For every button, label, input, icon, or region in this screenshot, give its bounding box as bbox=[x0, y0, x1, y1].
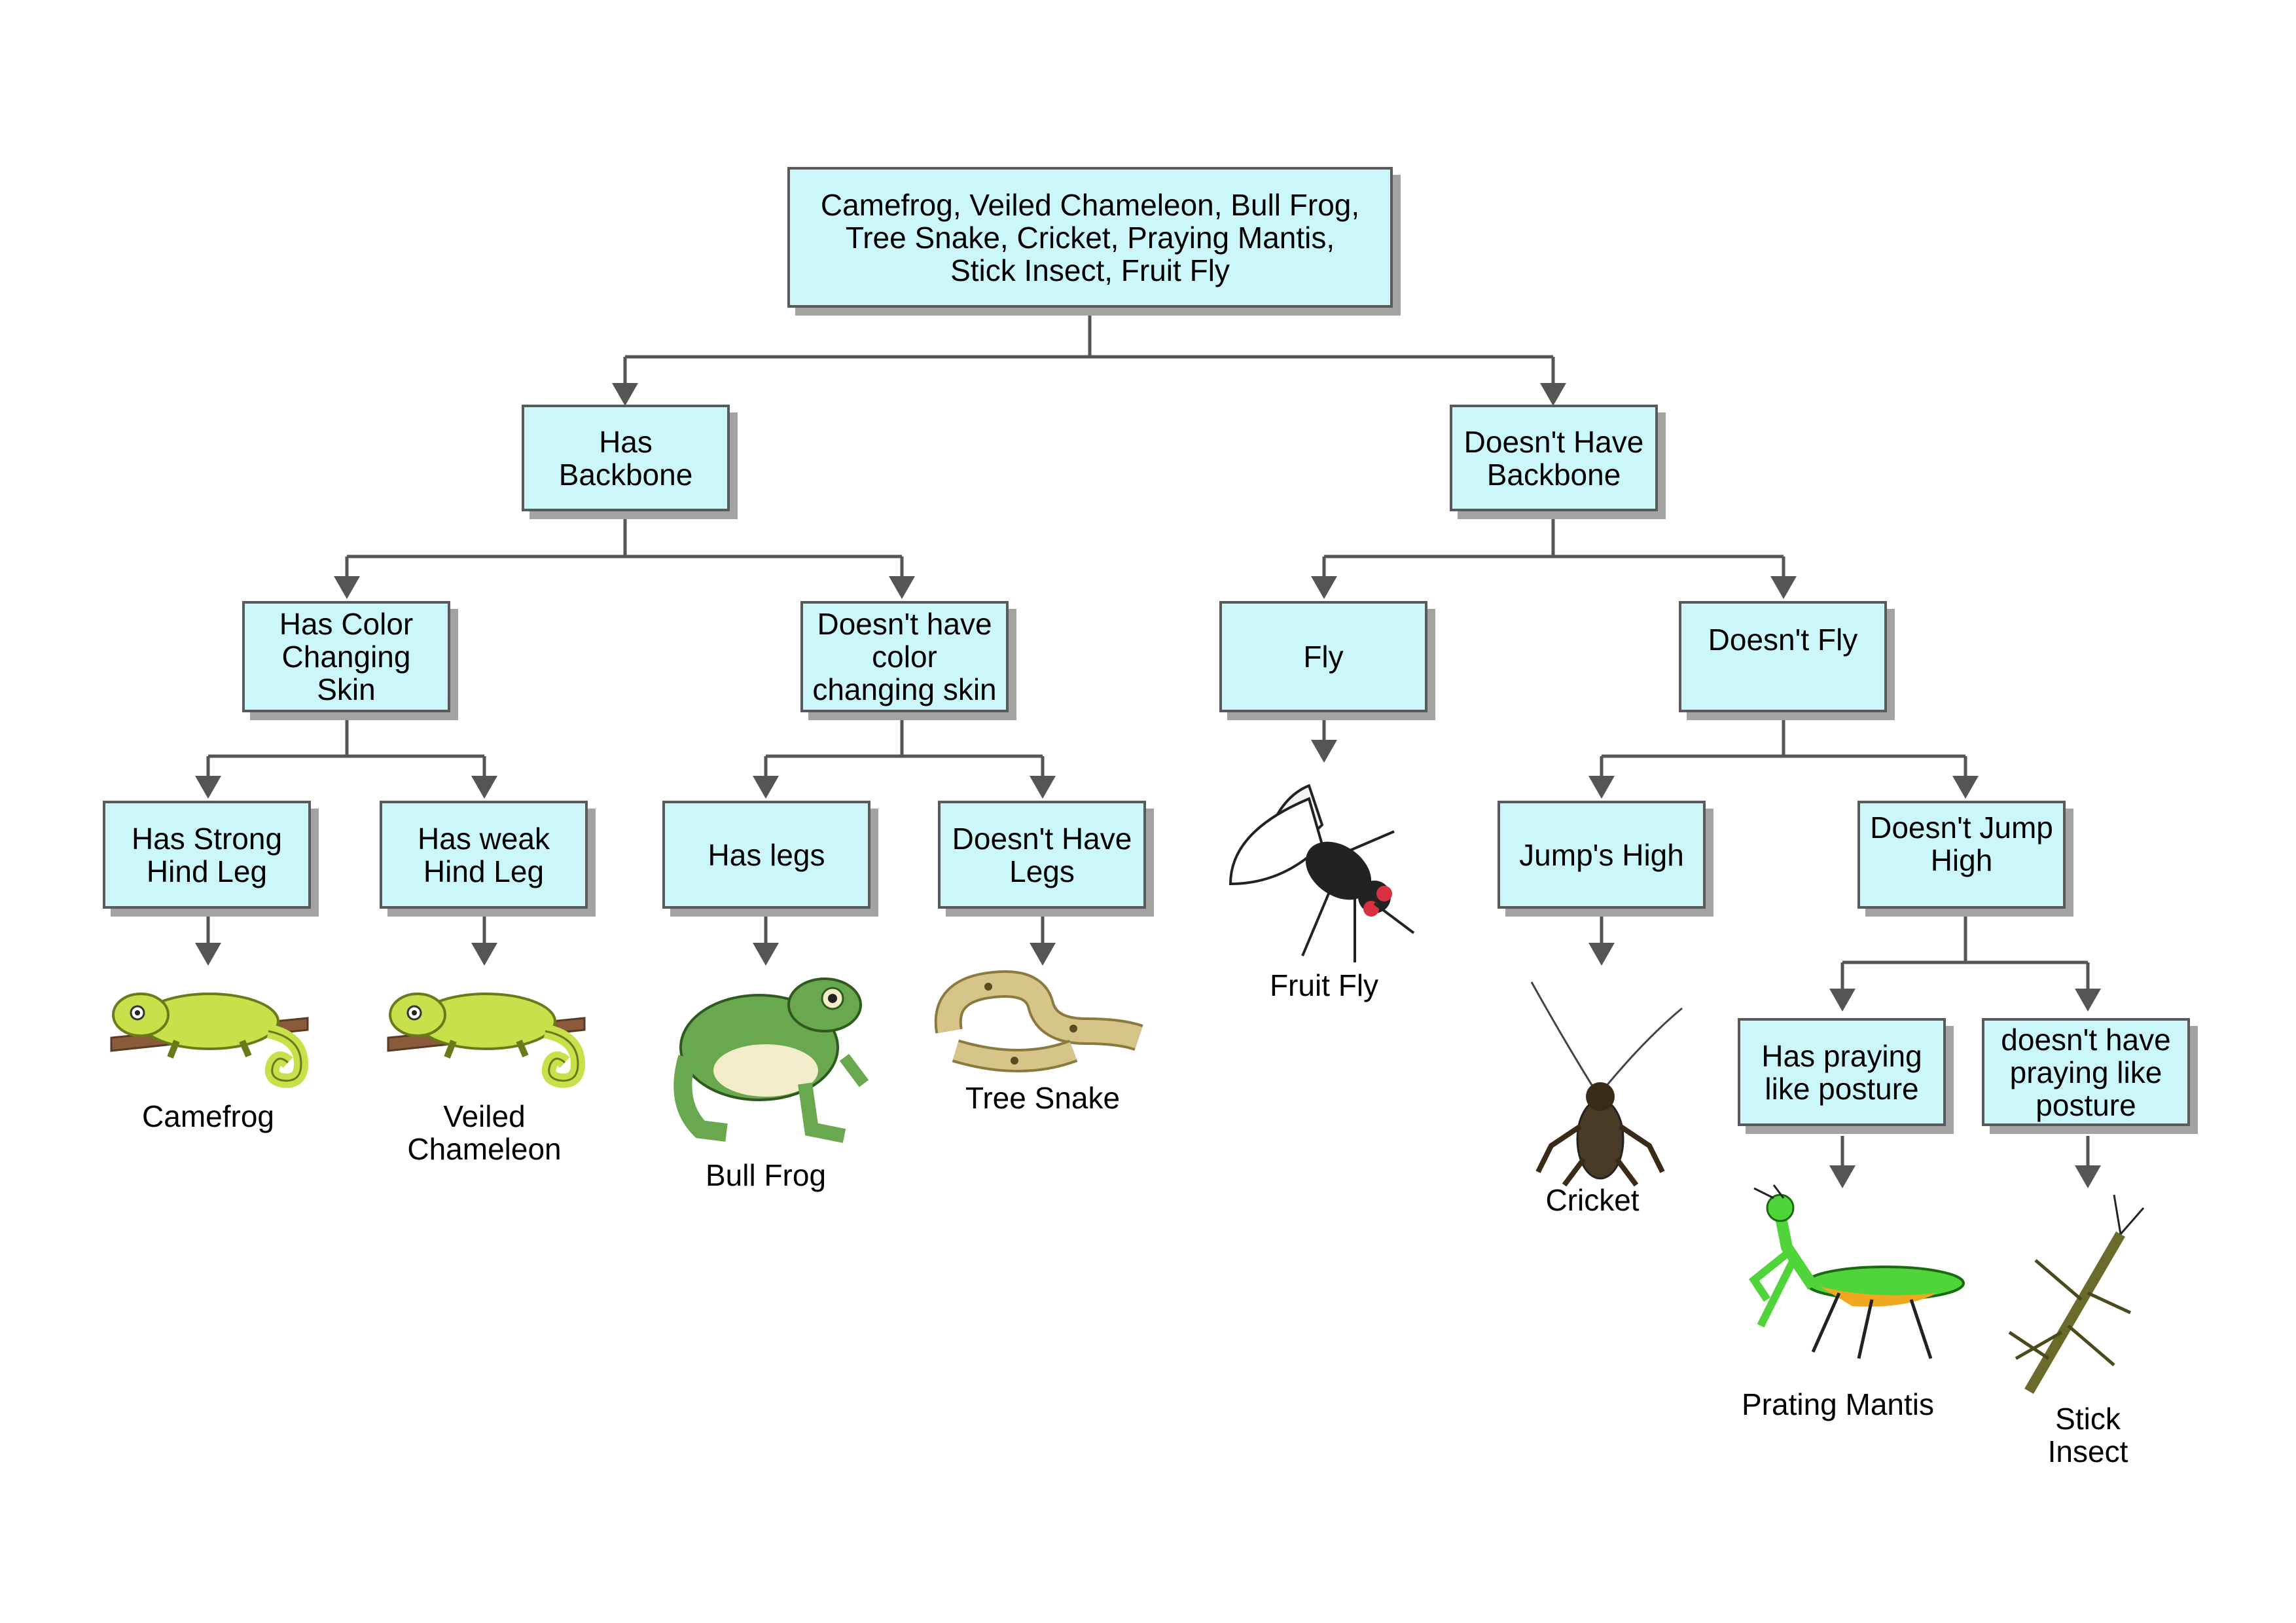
node-praying-posture: Has praying like posture bbox=[1738, 1018, 1946, 1126]
node-jumps-high: Jump's High bbox=[1498, 801, 1706, 909]
snake-icon bbox=[934, 970, 1143, 1072]
node-doesnt-fly: Doesn't Fly bbox=[1679, 601, 1887, 712]
caption-camefrog: Camefrog bbox=[142, 1099, 274, 1133]
node-no-backbone: Doesn't Have Backbone bbox=[1450, 405, 1658, 511]
fly-icon bbox=[1229, 784, 1415, 962]
caption-fruit-fly: Fruit Fly bbox=[1269, 968, 1379, 1002]
node-no-praying-posture: doesn't have praying like posture bbox=[1982, 1018, 2190, 1126]
node-has-backbone: Has Backbone bbox=[522, 405, 730, 511]
node-no-legs: Doesn't Have Legs bbox=[938, 801, 1146, 909]
node-color-changing-skin: Has Color Changing Skin bbox=[242, 601, 450, 712]
caption-bull-frog: Bull Frog bbox=[705, 1158, 827, 1192]
caption-veiled-chameleon: Veiled Chameleon bbox=[407, 1099, 562, 1166]
node-no-color-changing-skin: Doesn't have color changing skin bbox=[800, 601, 1009, 712]
mantis-icon bbox=[1748, 1184, 1965, 1359]
node-has-legs: Has legs bbox=[662, 801, 870, 909]
caption-praying-mantis: Prating Mantis bbox=[1741, 1387, 1935, 1421]
node-strong-hind-leg: Has Strong Hind Leg bbox=[103, 801, 311, 909]
frog-icon bbox=[673, 977, 869, 1143]
caption-cricket: Cricket bbox=[1545, 1183, 1640, 1217]
stick-insect-icon bbox=[2008, 1194, 2145, 1395]
node-doesnt-jump-high: Doesn't Jump High bbox=[1857, 801, 2066, 909]
node-fly: Fly bbox=[1219, 601, 1427, 712]
caption-tree-snake: Tree Snake bbox=[965, 1081, 1121, 1115]
cricket-icon bbox=[1530, 981, 1683, 1187]
chameleon-icon bbox=[110, 993, 309, 1088]
node-weak-hind-leg: Has weak Hind Leg bbox=[380, 801, 588, 909]
caption-stick-insect: Stick Insect bbox=[2047, 1402, 2128, 1468]
chameleon-icon bbox=[387, 993, 586, 1088]
root-node: Camefrog, Veiled Chameleon, Bull Frog, T… bbox=[787, 167, 1393, 308]
